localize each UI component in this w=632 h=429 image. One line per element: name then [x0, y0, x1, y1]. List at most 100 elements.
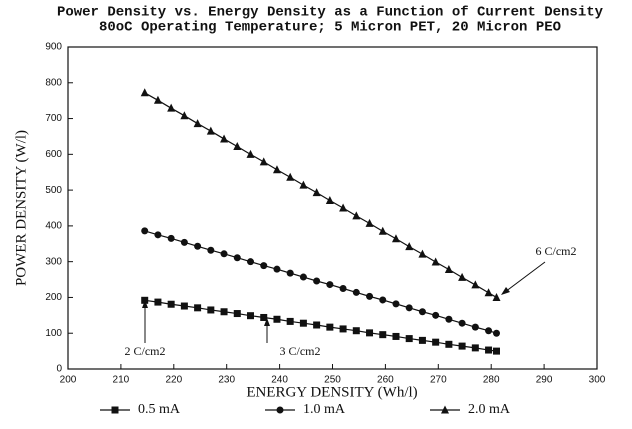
series-line	[144, 299, 497, 352]
data-point	[247, 312, 255, 320]
data-point	[286, 269, 294, 277]
data-point	[339, 203, 348, 212]
data-point	[326, 323, 334, 331]
data-point	[193, 119, 202, 128]
legend-marker	[441, 405, 449, 414]
data-point	[352, 327, 360, 335]
data-point	[366, 329, 374, 337]
data-point	[445, 340, 453, 348]
x-tick-label: 240	[271, 375, 288, 386]
y-tick-label: 200	[45, 292, 62, 303]
data-point	[492, 347, 500, 355]
data-point	[299, 319, 307, 327]
data-point	[339, 285, 347, 292]
y-axis-label: POWER DENSITY (W/l)	[13, 130, 29, 286]
data-point	[432, 311, 440, 319]
y-tick-label: 700	[45, 113, 62, 124]
data-point	[220, 308, 228, 316]
data-point	[431, 257, 440, 266]
data-point	[259, 157, 268, 166]
x-axis-label: ENERGY DENSITY (Wh/l)	[246, 384, 417, 400]
data-point	[180, 111, 189, 120]
data-point	[220, 134, 229, 143]
annotation: 3 C/cm2	[280, 344, 321, 358]
annotation: 2 C/cm2	[125, 344, 166, 358]
data-point	[471, 323, 479, 331]
x-tick-label: 270	[430, 375, 447, 386]
data-point	[352, 211, 361, 220]
legend-label: 1.0 mA	[303, 402, 346, 417]
data-point	[471, 280, 480, 289]
data-point	[379, 296, 387, 304]
data-point	[326, 281, 334, 289]
x-tick-label: 290	[536, 375, 553, 386]
data-point	[418, 336, 426, 344]
data-point	[207, 246, 215, 254]
data-point	[233, 310, 241, 318]
data-point	[444, 265, 453, 274]
y-tick-label: 400	[45, 221, 62, 232]
x-tick-label: 260	[377, 375, 394, 386]
x-tick-label: 210	[113, 375, 130, 386]
data-point	[392, 300, 400, 308]
data-point	[405, 304, 413, 312]
data-point	[167, 300, 175, 308]
data-point	[378, 226, 387, 235]
data-point	[154, 298, 162, 306]
data-point	[471, 344, 479, 352]
chart-subtitle: 80oC Operating Temperature; 5 Micron PET…	[99, 20, 561, 36]
y-tick-label: 0	[56, 364, 62, 375]
data-point	[233, 141, 242, 150]
arrow-head	[142, 300, 148, 308]
data-point	[247, 258, 255, 266]
data-point	[313, 321, 321, 329]
arrow-head	[501, 287, 510, 295]
data-point	[194, 304, 202, 312]
data-point	[325, 195, 334, 204]
x-tick-label: 250	[324, 375, 341, 386]
chart-title: Power Density vs. Energy Density as a Fu…	[57, 5, 604, 21]
data-point	[260, 313, 268, 321]
arrow-head	[264, 318, 270, 326]
data-point	[260, 262, 268, 270]
data-point	[140, 88, 149, 97]
annotation: 6 C/cm2	[536, 244, 577, 258]
y-tick-label: 100	[45, 328, 62, 339]
y-tick-label: 600	[45, 149, 62, 160]
data-point	[366, 292, 374, 300]
annotation-arrow	[504, 261, 546, 293]
data-point	[418, 249, 427, 258]
data-point	[492, 292, 501, 301]
data-point	[312, 188, 321, 197]
series-line	[144, 92, 497, 298]
data-point	[458, 342, 466, 350]
data-point	[206, 126, 215, 135]
data-point	[405, 242, 414, 251]
x-tick-label: 280	[483, 375, 500, 386]
data-point	[194, 242, 202, 250]
data-point	[458, 319, 466, 327]
data-point	[286, 172, 295, 181]
data-point	[365, 218, 374, 227]
data-point	[379, 331, 387, 339]
data-point	[485, 327, 493, 335]
data-point	[445, 315, 453, 323]
data-point	[273, 265, 281, 273]
data-point	[167, 103, 176, 112]
data-point	[286, 317, 294, 325]
data-point	[391, 234, 400, 243]
y-tick-label: 900	[45, 42, 62, 53]
x-tick-label: 300	[589, 375, 606, 386]
data-point	[352, 288, 360, 296]
legend-label: 2.0 mA	[468, 402, 511, 417]
data-point	[339, 325, 347, 333]
data-point	[167, 234, 175, 242]
data-point	[154, 231, 162, 239]
data-point	[180, 302, 188, 310]
data-point	[484, 288, 493, 297]
x-tick-label: 230	[218, 375, 235, 386]
y-tick-label: 300	[45, 256, 62, 267]
data-point	[153, 95, 162, 104]
x-tick-label: 200	[60, 375, 77, 386]
